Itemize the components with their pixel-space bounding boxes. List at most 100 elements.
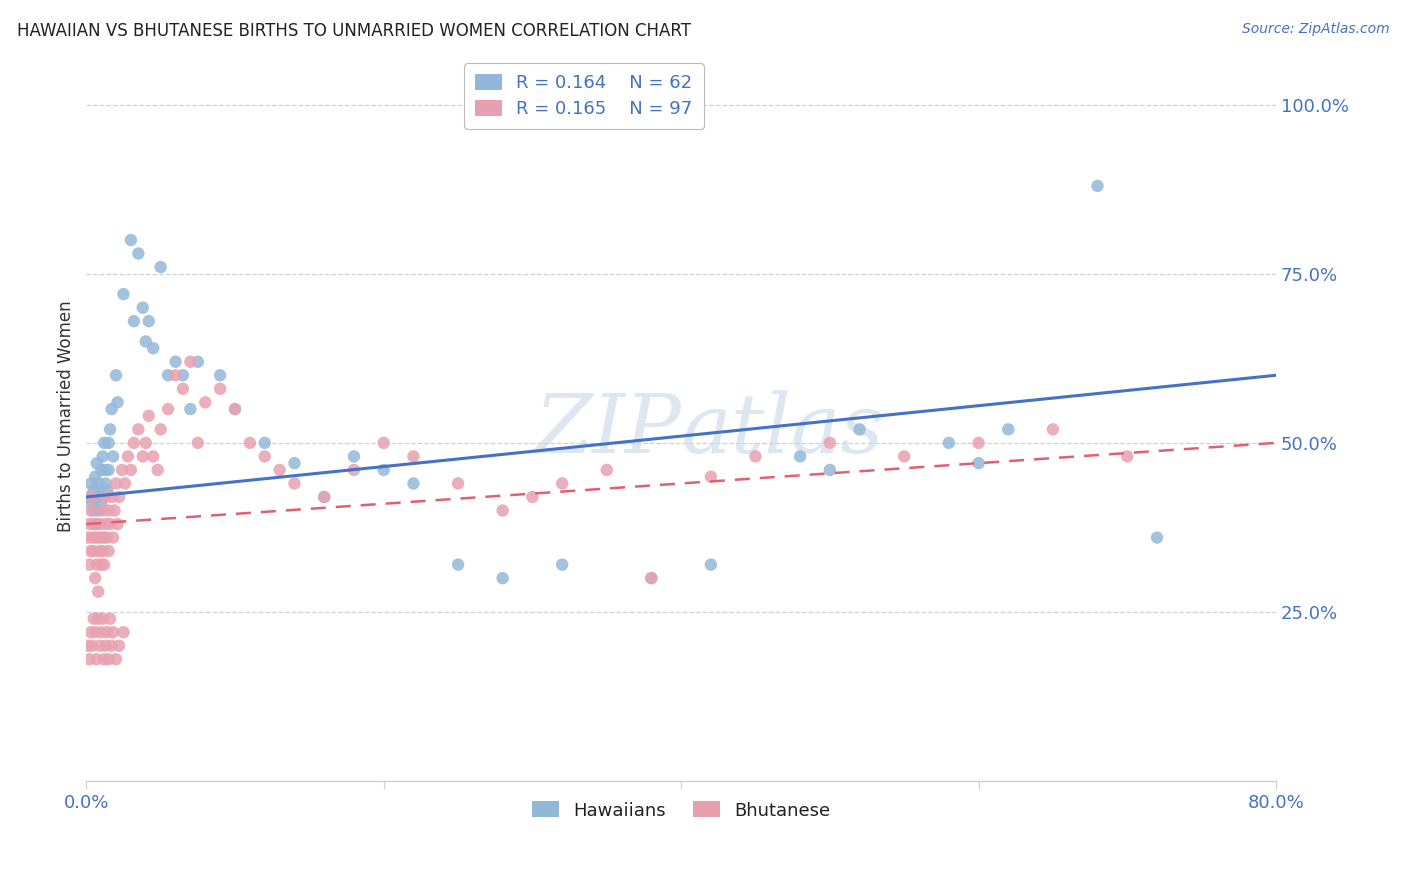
Point: [135, 334, 157, 349]
Point: [117, 450, 139, 464]
Point: [967, 436, 990, 450]
Point: [80, 544, 103, 558]
Point: [402, 476, 425, 491]
Point: [84, 625, 107, 640]
Point: [818, 436, 841, 450]
Point: [98, 612, 121, 626]
Point: [82, 531, 104, 545]
Point: [522, 490, 544, 504]
Point: [157, 402, 180, 417]
Point: [135, 436, 157, 450]
Point: [77, 558, 100, 572]
Point: [87, 584, 110, 599]
Point: [87, 531, 110, 545]
Point: [127, 246, 149, 260]
Point: [283, 456, 305, 470]
Point: [179, 355, 201, 369]
Point: [122, 314, 145, 328]
Point: [187, 355, 209, 369]
Point: [90, 558, 112, 572]
Point: [96, 625, 118, 640]
Point: [97, 463, 120, 477]
Point: [105, 476, 128, 491]
Point: [96, 483, 118, 498]
Point: [224, 402, 246, 417]
Point: [101, 625, 124, 640]
Point: [142, 450, 165, 464]
Point: [492, 503, 515, 517]
Point: [114, 476, 136, 491]
Point: [818, 463, 841, 477]
Point: [112, 625, 135, 640]
Point: [120, 233, 142, 247]
Point: [76, 639, 98, 653]
Point: [640, 571, 662, 585]
Point: [997, 422, 1019, 436]
Point: [86, 652, 108, 666]
Point: [146, 463, 169, 477]
Point: [90, 463, 112, 477]
Point: [107, 395, 129, 409]
Text: ZIP: ZIP: [534, 391, 681, 470]
Point: [76, 531, 98, 545]
Point: [94, 490, 117, 504]
Point: [700, 558, 723, 572]
Point: [138, 409, 160, 423]
Point: [80, 476, 103, 491]
Point: [93, 531, 115, 545]
Point: [105, 368, 128, 383]
Point: [89, 544, 111, 558]
Point: [97, 503, 120, 517]
Point: [172, 382, 194, 396]
Point: [492, 571, 515, 585]
Point: [84, 469, 107, 483]
Point: [314, 490, 336, 504]
Point: [1042, 422, 1064, 436]
Point: [269, 463, 291, 477]
Point: [640, 571, 662, 585]
Point: [94, 639, 117, 653]
Point: [596, 463, 619, 477]
Point: [1146, 531, 1168, 545]
Point: [105, 652, 128, 666]
Point: [87, 503, 110, 517]
Point: [108, 490, 131, 504]
Point: [82, 497, 104, 511]
Point: [82, 639, 104, 653]
Point: [149, 260, 172, 274]
Point: [373, 436, 395, 450]
Point: [700, 469, 723, 483]
Point: [83, 483, 105, 498]
Point: [283, 476, 305, 491]
Point: [97, 436, 120, 450]
Point: [1116, 450, 1139, 464]
Point: [84, 571, 107, 585]
Point: [938, 436, 960, 450]
Point: [149, 422, 172, 436]
Point: [86, 456, 108, 470]
Point: [77, 490, 100, 504]
Point: [744, 450, 766, 464]
Point: [107, 516, 129, 531]
Point: [127, 422, 149, 436]
Point: [93, 558, 115, 572]
Point: [89, 483, 111, 498]
Point: [100, 402, 122, 417]
Point: [967, 456, 990, 470]
Point: [157, 368, 180, 383]
Point: [89, 639, 111, 653]
Point: [80, 625, 103, 640]
Point: [187, 436, 209, 450]
Point: [103, 503, 125, 517]
Point: [343, 463, 366, 477]
Point: [89, 516, 111, 531]
Point: [111, 463, 134, 477]
Point: [314, 490, 336, 504]
Point: [87, 476, 110, 491]
Point: [83, 544, 105, 558]
Point: [91, 450, 114, 464]
Point: [142, 341, 165, 355]
Point: [98, 516, 121, 531]
Point: [893, 450, 915, 464]
Point: [86, 516, 108, 531]
